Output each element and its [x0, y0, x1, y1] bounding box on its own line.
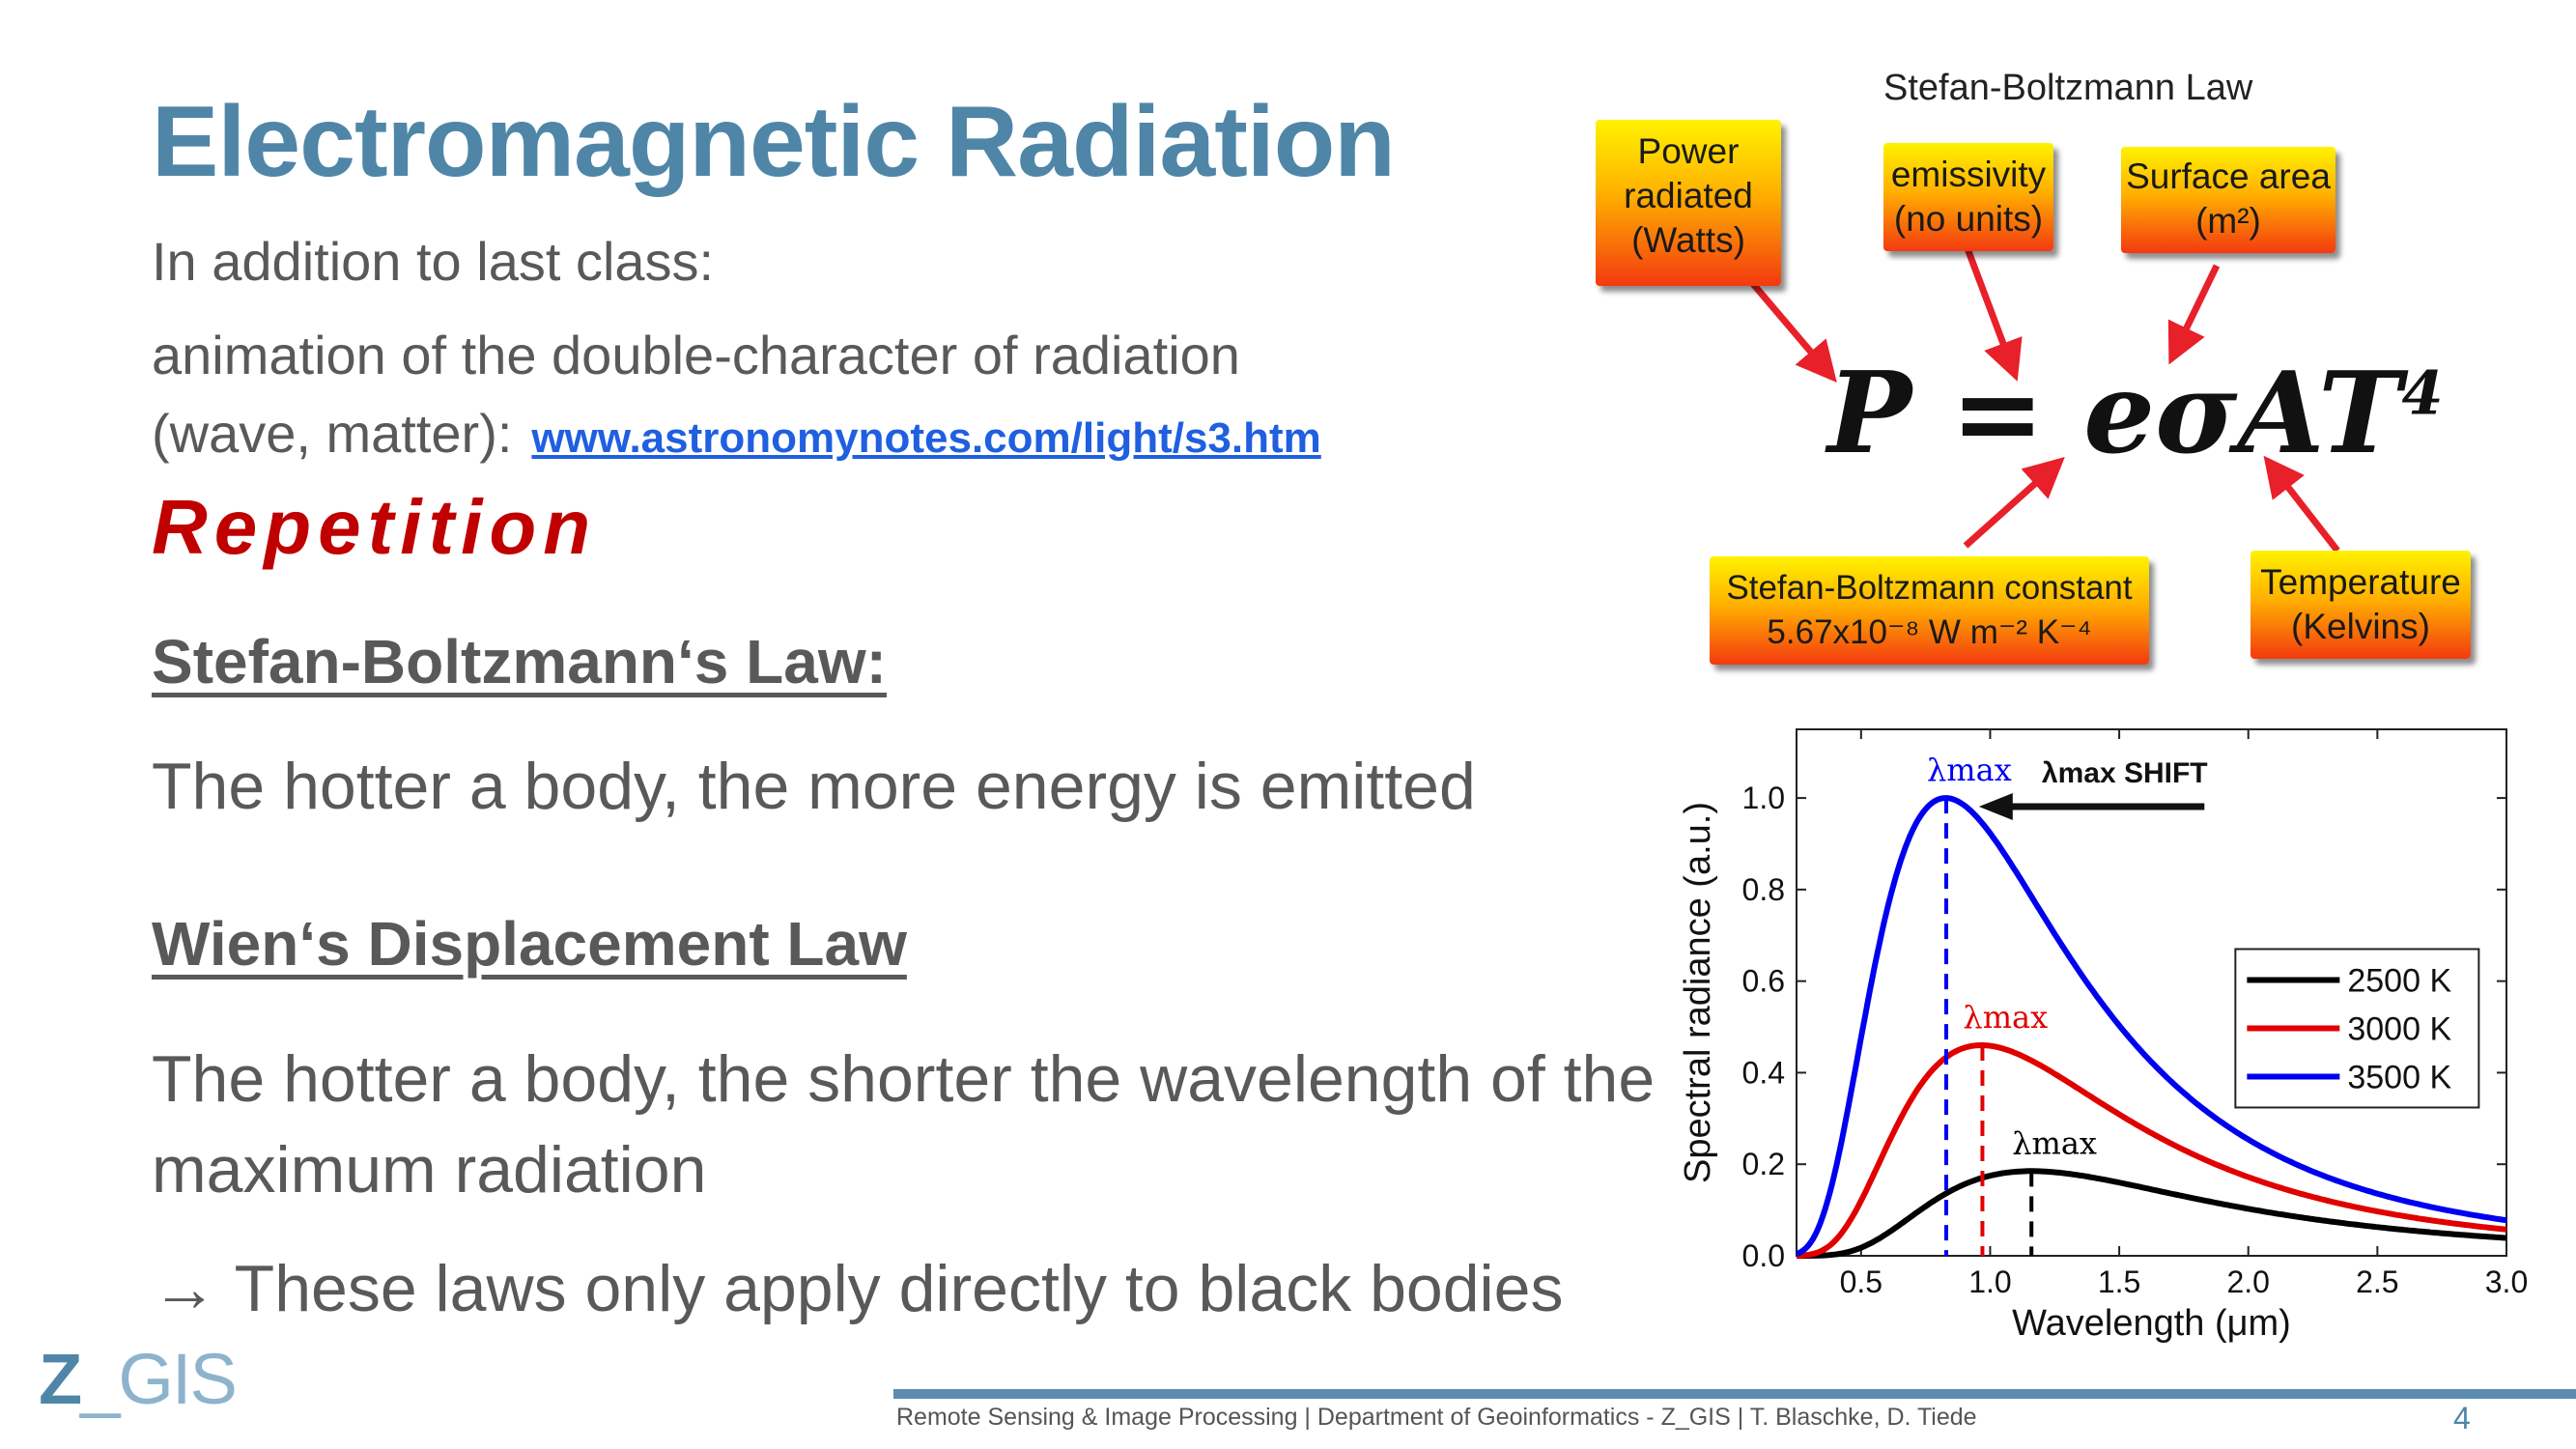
arrow-temperature	[2263, 455, 2340, 554]
box-power-radiated: Power radiated (Watts)	[1596, 120, 1781, 286]
y-tick-label: 0.2	[1742, 1147, 1785, 1181]
arrow-area	[2167, 264, 2221, 365]
x-axis-label: Wavelength (μm)	[2012, 1303, 2291, 1344]
wave-matter-text: (wave, matter):	[152, 403, 513, 464]
x-tick-label: 2.0	[2226, 1264, 2269, 1299]
astronomy-notes-link[interactable]: www.astronomynotes.com/light/s3.htm	[531, 414, 1321, 462]
box-emissivity: emissivity (no units)	[1883, 143, 2053, 251]
shift-label: λmax SHIFT	[2042, 757, 2208, 789]
box-temperature: Temperature (Kelvins)	[2250, 551, 2471, 659]
black-body-text: These laws only apply directly to black …	[234, 1252, 1564, 1325]
x-tick-label: 3.0	[2485, 1264, 2528, 1299]
y-tick-label: 0.6	[1742, 964, 1785, 999]
peak-label-2500: λmax	[2012, 1124, 2097, 1161]
box-surface-area: Surface area (m²)	[2121, 147, 2335, 253]
stefan-boltzmann-figure: Stefan-Boltzmann Law Power radiated (Wat…	[1584, 58, 2492, 676]
page-number: 4	[2453, 1401, 2471, 1435]
black-body-note: → These laws only apply directly to blac…	[152, 1251, 1563, 1326]
zgis-logo: Z_GIS	[39, 1339, 238, 1419]
x-tick-label: 1.0	[1968, 1264, 2011, 1299]
x-tick-label: 0.5	[1840, 1264, 1882, 1299]
series-line-3000	[1796, 1042, 2507, 1259]
formula-arrows	[1745, 242, 2340, 554]
arrow-constant	[1963, 456, 2065, 549]
y-tick-label: 0.8	[1742, 872, 1785, 907]
shift-arrow-head	[1978, 793, 2013, 820]
legend-label-3000: 3000 K	[2347, 1010, 2451, 1047]
stefan-boltzmann-text: The hotter a body, the more energy is em…	[152, 750, 1476, 823]
footer-text: Remote Sensing & Image Processing | Depa…	[896, 1404, 1977, 1431]
footer-bar	[893, 1389, 2576, 1399]
planck-radiation-chart: 0.5 1.0 1.5 2.0 2.5 3.00.00.20.40.60.81.0Wave…	[1678, 728, 2528, 1344]
peak-label-3000: λmax	[1963, 999, 2048, 1036]
intro-line: In addition to last class:	[152, 231, 715, 292]
y-tick-label: 0.0	[1742, 1238, 1785, 1273]
figure-title: Stefan-Boltzmann Law	[1883, 68, 2253, 108]
box-boltzmann-constant: Stefan-Boltzmann constant 5.67x10⁻⁸ W m⁻…	[1710, 556, 2149, 665]
slide-title: Electromagnetic Radiation	[152, 86, 1396, 198]
x-tick-label: 1.5	[2098, 1264, 2140, 1299]
peak-label-3500: λmax	[1927, 752, 2012, 788]
stefan-boltzmann-heading: Stefan-Boltzmann‘s Law:	[152, 627, 887, 696]
legend-label-2500: 2500 K	[2347, 962, 2451, 999]
right-arrow-icon: →	[152, 1252, 217, 1325]
repetition-heading: Repetition	[152, 484, 598, 570]
wien-text: The hotter a body, the shorter the wavel…	[152, 1042, 1656, 1207]
y-tick-label: 0.4	[1742, 1055, 1785, 1090]
arrow-power	[1745, 275, 1837, 384]
stefan-boltzmann-formula: P = eσAT4	[1827, 348, 2444, 479]
animation-line-2: (wave, matter): www.astronomynotes.com/li…	[152, 402, 1321, 465]
y-tick-label: 1.0	[1742, 781, 1785, 815]
wien-heading: Wien‘s Displacement Law	[152, 909, 907, 979]
series-line-2500	[1797, 1168, 2507, 1259]
arrow-emissivity	[1962, 242, 2023, 382]
legend-label-3500: 3500 K	[2347, 1059, 2451, 1095]
animation-line: animation of the double-character of rad…	[152, 325, 1240, 385]
y-axis-label: Spectral radiance (a.u.)	[1678, 802, 1718, 1183]
series-line-3500	[1795, 795, 2507, 1257]
x-tick-label: 2.5	[2356, 1264, 2398, 1299]
